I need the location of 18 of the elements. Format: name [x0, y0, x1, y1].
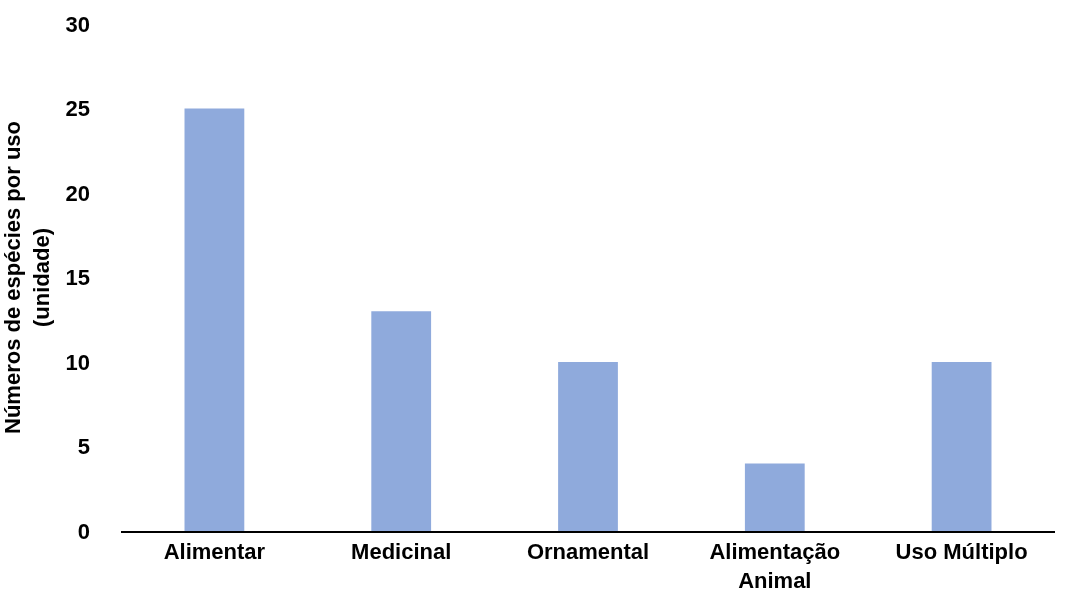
y-tick-label: 25 [65, 96, 90, 122]
y-tick-label: 20 [65, 180, 90, 206]
y-tick-label: 15 [65, 265, 90, 291]
bar [371, 311, 432, 531]
y-tick-label: 5 [77, 434, 90, 460]
x-tick-label: Alimentação Animal [709, 539, 841, 593]
x-tick-label: Alimentar [163, 539, 266, 565]
bar [558, 362, 618, 531]
bar [184, 108, 245, 531]
y-tick-label: 0 [77, 518, 90, 544]
bar [931, 362, 992, 531]
y-axis-title: Números de espécies por uso (unidade) [0, 121, 54, 434]
y-tick-label: 30 [65, 11, 90, 37]
y-tick-label: 10 [65, 349, 90, 375]
bar [744, 463, 805, 531]
x-tick-label: Medicinal [351, 539, 452, 565]
x-tick-label: Uso Múltiplo [895, 539, 1028, 565]
x-tick-label: Ornamental [526, 539, 650, 565]
